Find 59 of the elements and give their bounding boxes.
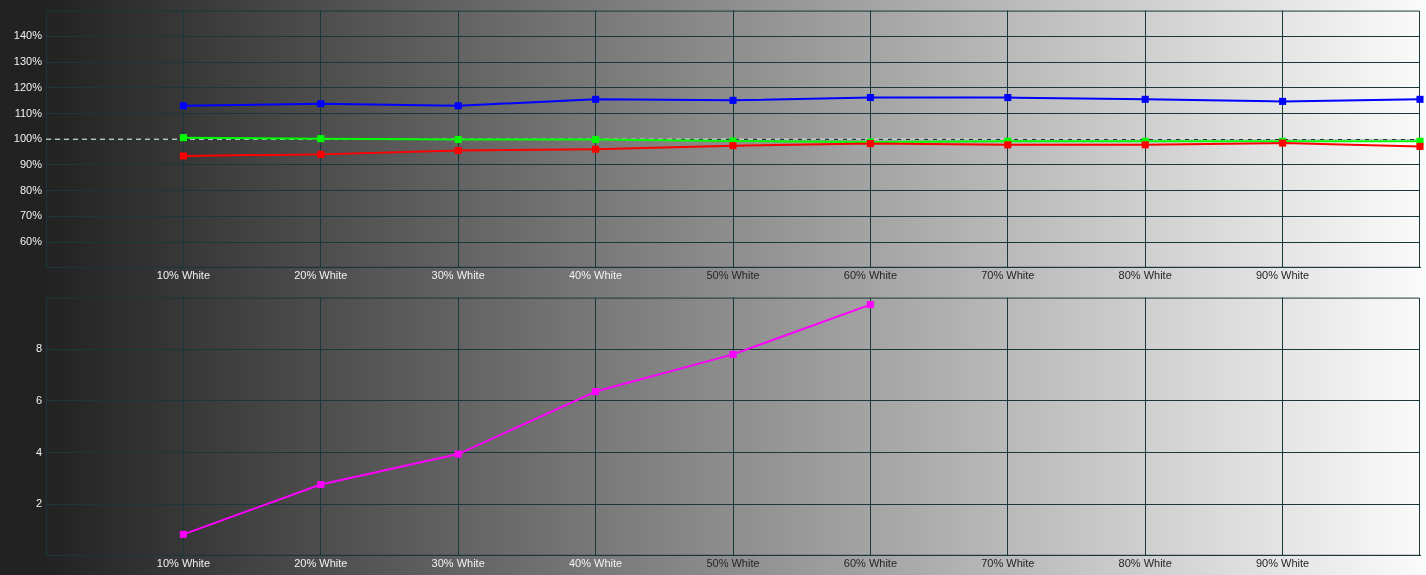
point	[317, 481, 325, 489]
x-tick-label: 90% White	[1256, 269, 1310, 282]
point	[729, 350, 737, 358]
y-tick-label: 6	[35, 393, 42, 406]
point	[1416, 142, 1424, 150]
x-tick-label: 30% White	[431, 269, 485, 282]
y-tick-label: 130%	[13, 55, 43, 68]
y-tick-label: 120%	[13, 80, 43, 93]
x-tick-label: 10% White	[156, 557, 210, 570]
point	[1416, 95, 1424, 103]
point	[592, 135, 600, 143]
y-tick-label: 70%	[19, 209, 43, 222]
point	[866, 94, 874, 102]
point	[1141, 95, 1149, 103]
x-tick-label: 50% White	[706, 557, 760, 570]
y-tick-label: 2	[35, 497, 42, 510]
point	[179, 152, 187, 160]
y-tick-label: 8	[35, 342, 42, 355]
x-tick-label: 10% White	[156, 269, 210, 282]
x-tick-label: 40% White	[569, 557, 623, 570]
point	[592, 145, 600, 153]
point	[179, 530, 187, 538]
y-tick-label: 80%	[19, 183, 43, 196]
x-tick-label: 50% White	[706, 269, 760, 282]
point	[592, 95, 600, 103]
y-tick-label: 100%	[13, 132, 43, 145]
point	[454, 102, 462, 110]
point	[1004, 94, 1012, 102]
point	[1279, 97, 1287, 105]
x-tick-label: 70% White	[981, 269, 1035, 282]
x-tick-label: 70% White	[981, 557, 1035, 570]
x-tick-label: 60% White	[843, 557, 897, 570]
y-tick-label: 90%	[19, 157, 43, 170]
point	[1004, 141, 1012, 149]
point	[317, 100, 325, 108]
x-tick-label: 80% White	[1118, 269, 1172, 282]
x-tick-label: 20% White	[294, 557, 348, 570]
x-tick-label: 90% White	[1256, 557, 1310, 570]
x-tick-label: 40% White	[569, 269, 623, 282]
x-tick-label: 60% White	[843, 269, 897, 282]
y-tick-label: 140%	[13, 29, 43, 42]
y-tick-label: 60%	[19, 235, 43, 248]
point	[1141, 141, 1149, 149]
point	[454, 450, 462, 458]
point	[592, 388, 600, 396]
y-tick-label: 110%	[14, 106, 43, 119]
point	[179, 102, 187, 110]
x-tick-label: 20% White	[294, 269, 348, 282]
point	[317, 135, 325, 143]
point	[866, 301, 874, 309]
point	[454, 135, 462, 143]
point	[729, 142, 737, 150]
point	[317, 150, 325, 158]
y-tick-label: 4	[35, 445, 42, 458]
point	[729, 96, 737, 104]
point	[179, 134, 187, 142]
x-tick-label: 30% White	[431, 557, 485, 570]
point	[454, 146, 462, 155]
x-tick-label: 80% White	[1118, 557, 1172, 570]
